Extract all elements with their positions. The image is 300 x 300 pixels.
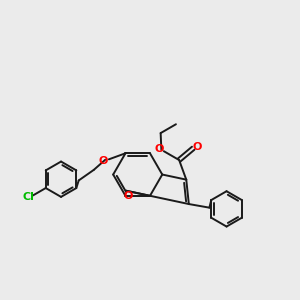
Text: O: O xyxy=(193,142,202,152)
Text: Cl: Cl xyxy=(22,192,34,203)
Text: O: O xyxy=(99,156,108,166)
Text: O: O xyxy=(155,144,164,154)
Text: O: O xyxy=(124,191,133,201)
